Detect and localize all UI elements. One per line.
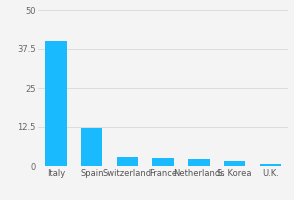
Bar (224, 161, 245, 166)
Bar (45, 41, 67, 166)
Bar (117, 157, 138, 166)
Bar (81, 128, 103, 166)
Bar (153, 158, 174, 166)
Bar (260, 164, 281, 166)
Bar (188, 159, 210, 166)
